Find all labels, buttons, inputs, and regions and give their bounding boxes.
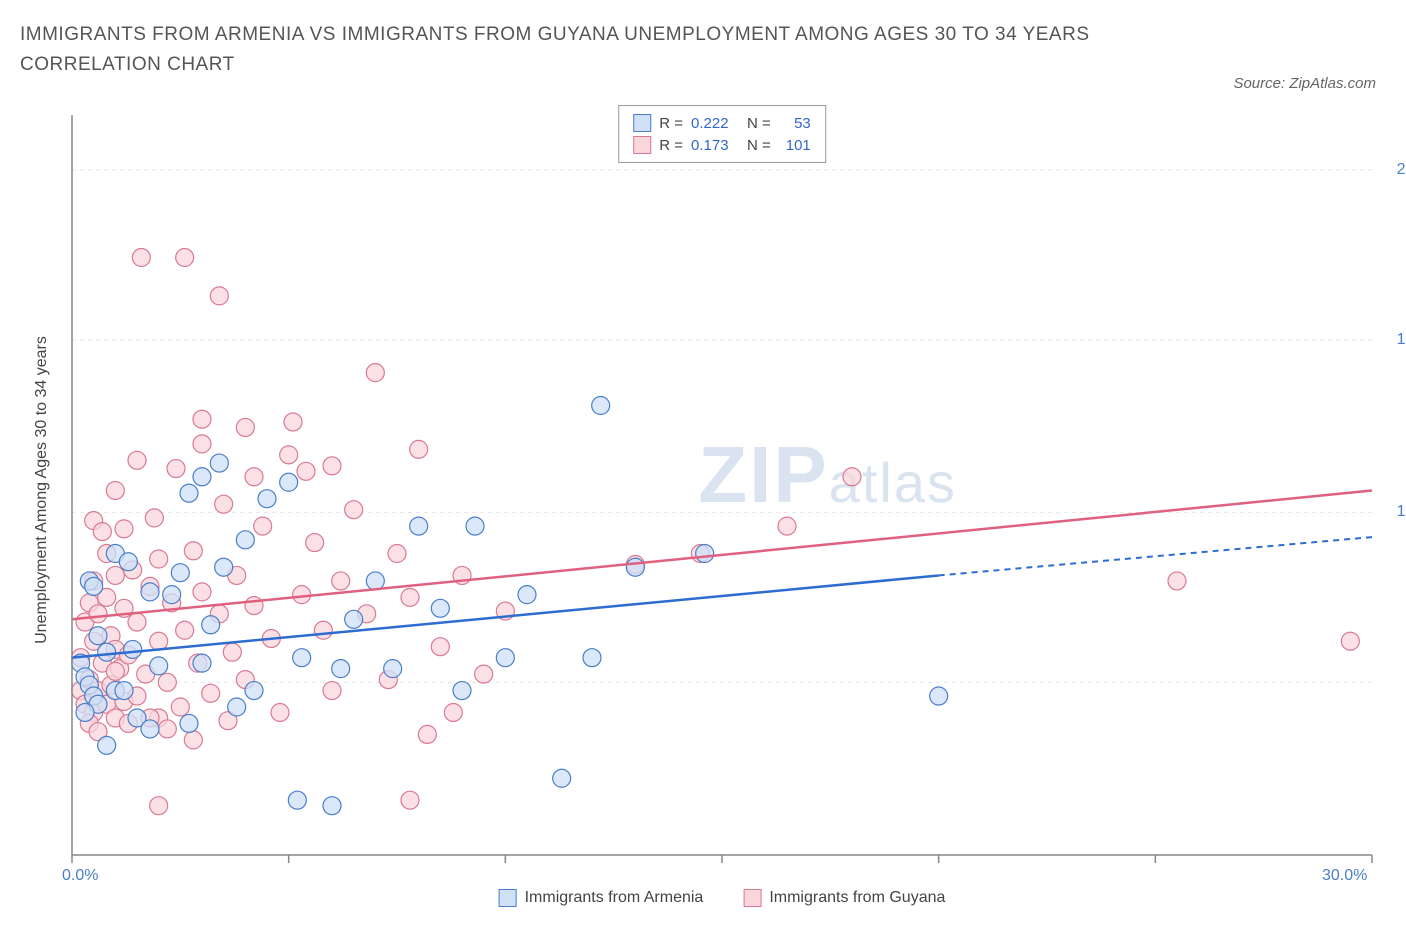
x-tick-label: 30.0% [1322,867,1367,885]
source-attribution: Source: ZipAtlas.com [1233,75,1376,92]
legend-swatch [633,114,651,132]
legend-series: Immigrants from Armenia Immigrants from G… [499,889,946,907]
legend-n-value: 53 [779,115,811,132]
legend-series-label: Immigrants from Armenia [525,889,704,907]
legend-n-label: N = [747,137,771,154]
y-tick-label: 25.0% [1397,161,1406,179]
x-tick-label: 0.0% [62,867,98,885]
legend-series-label: Immigrants from Guyana [769,889,945,907]
scatter-plot [62,105,1382,875]
legend-swatch [633,136,651,154]
y-tick-label: 12.5% [1397,503,1406,521]
legend-swatch [499,889,517,907]
legend-r-label: R = [659,137,683,154]
legend-r-label: R = [659,115,683,132]
legend-r-value: 0.173 [691,137,739,154]
legend-series-item: Immigrants from Armenia [499,889,704,907]
y-tick-label: 18.8% [1397,331,1406,349]
legend-n-label: N = [747,115,771,132]
legend-r-value: 0.222 [691,115,739,132]
y-axis-label: Unemployment Among Ages 30 to 34 years [33,336,51,644]
chart-area: Unemployment Among Ages 30 to 34 years Z… [62,105,1382,875]
legend-swatch [743,889,761,907]
legend-stats-row: R = 0.222 N = 53 [633,112,811,134]
legend-n-value: 101 [779,137,811,154]
legend-series-item: Immigrants from Guyana [743,889,945,907]
legend-stats-row: R = 0.173 N = 101 [633,134,811,156]
chart-title: IMMIGRANTS FROM ARMENIA VS IMMIGRANTS FR… [20,20,1170,81]
legend-stats: R = 0.222 N = 53 R = 0.173 N = 101 [618,105,826,163]
